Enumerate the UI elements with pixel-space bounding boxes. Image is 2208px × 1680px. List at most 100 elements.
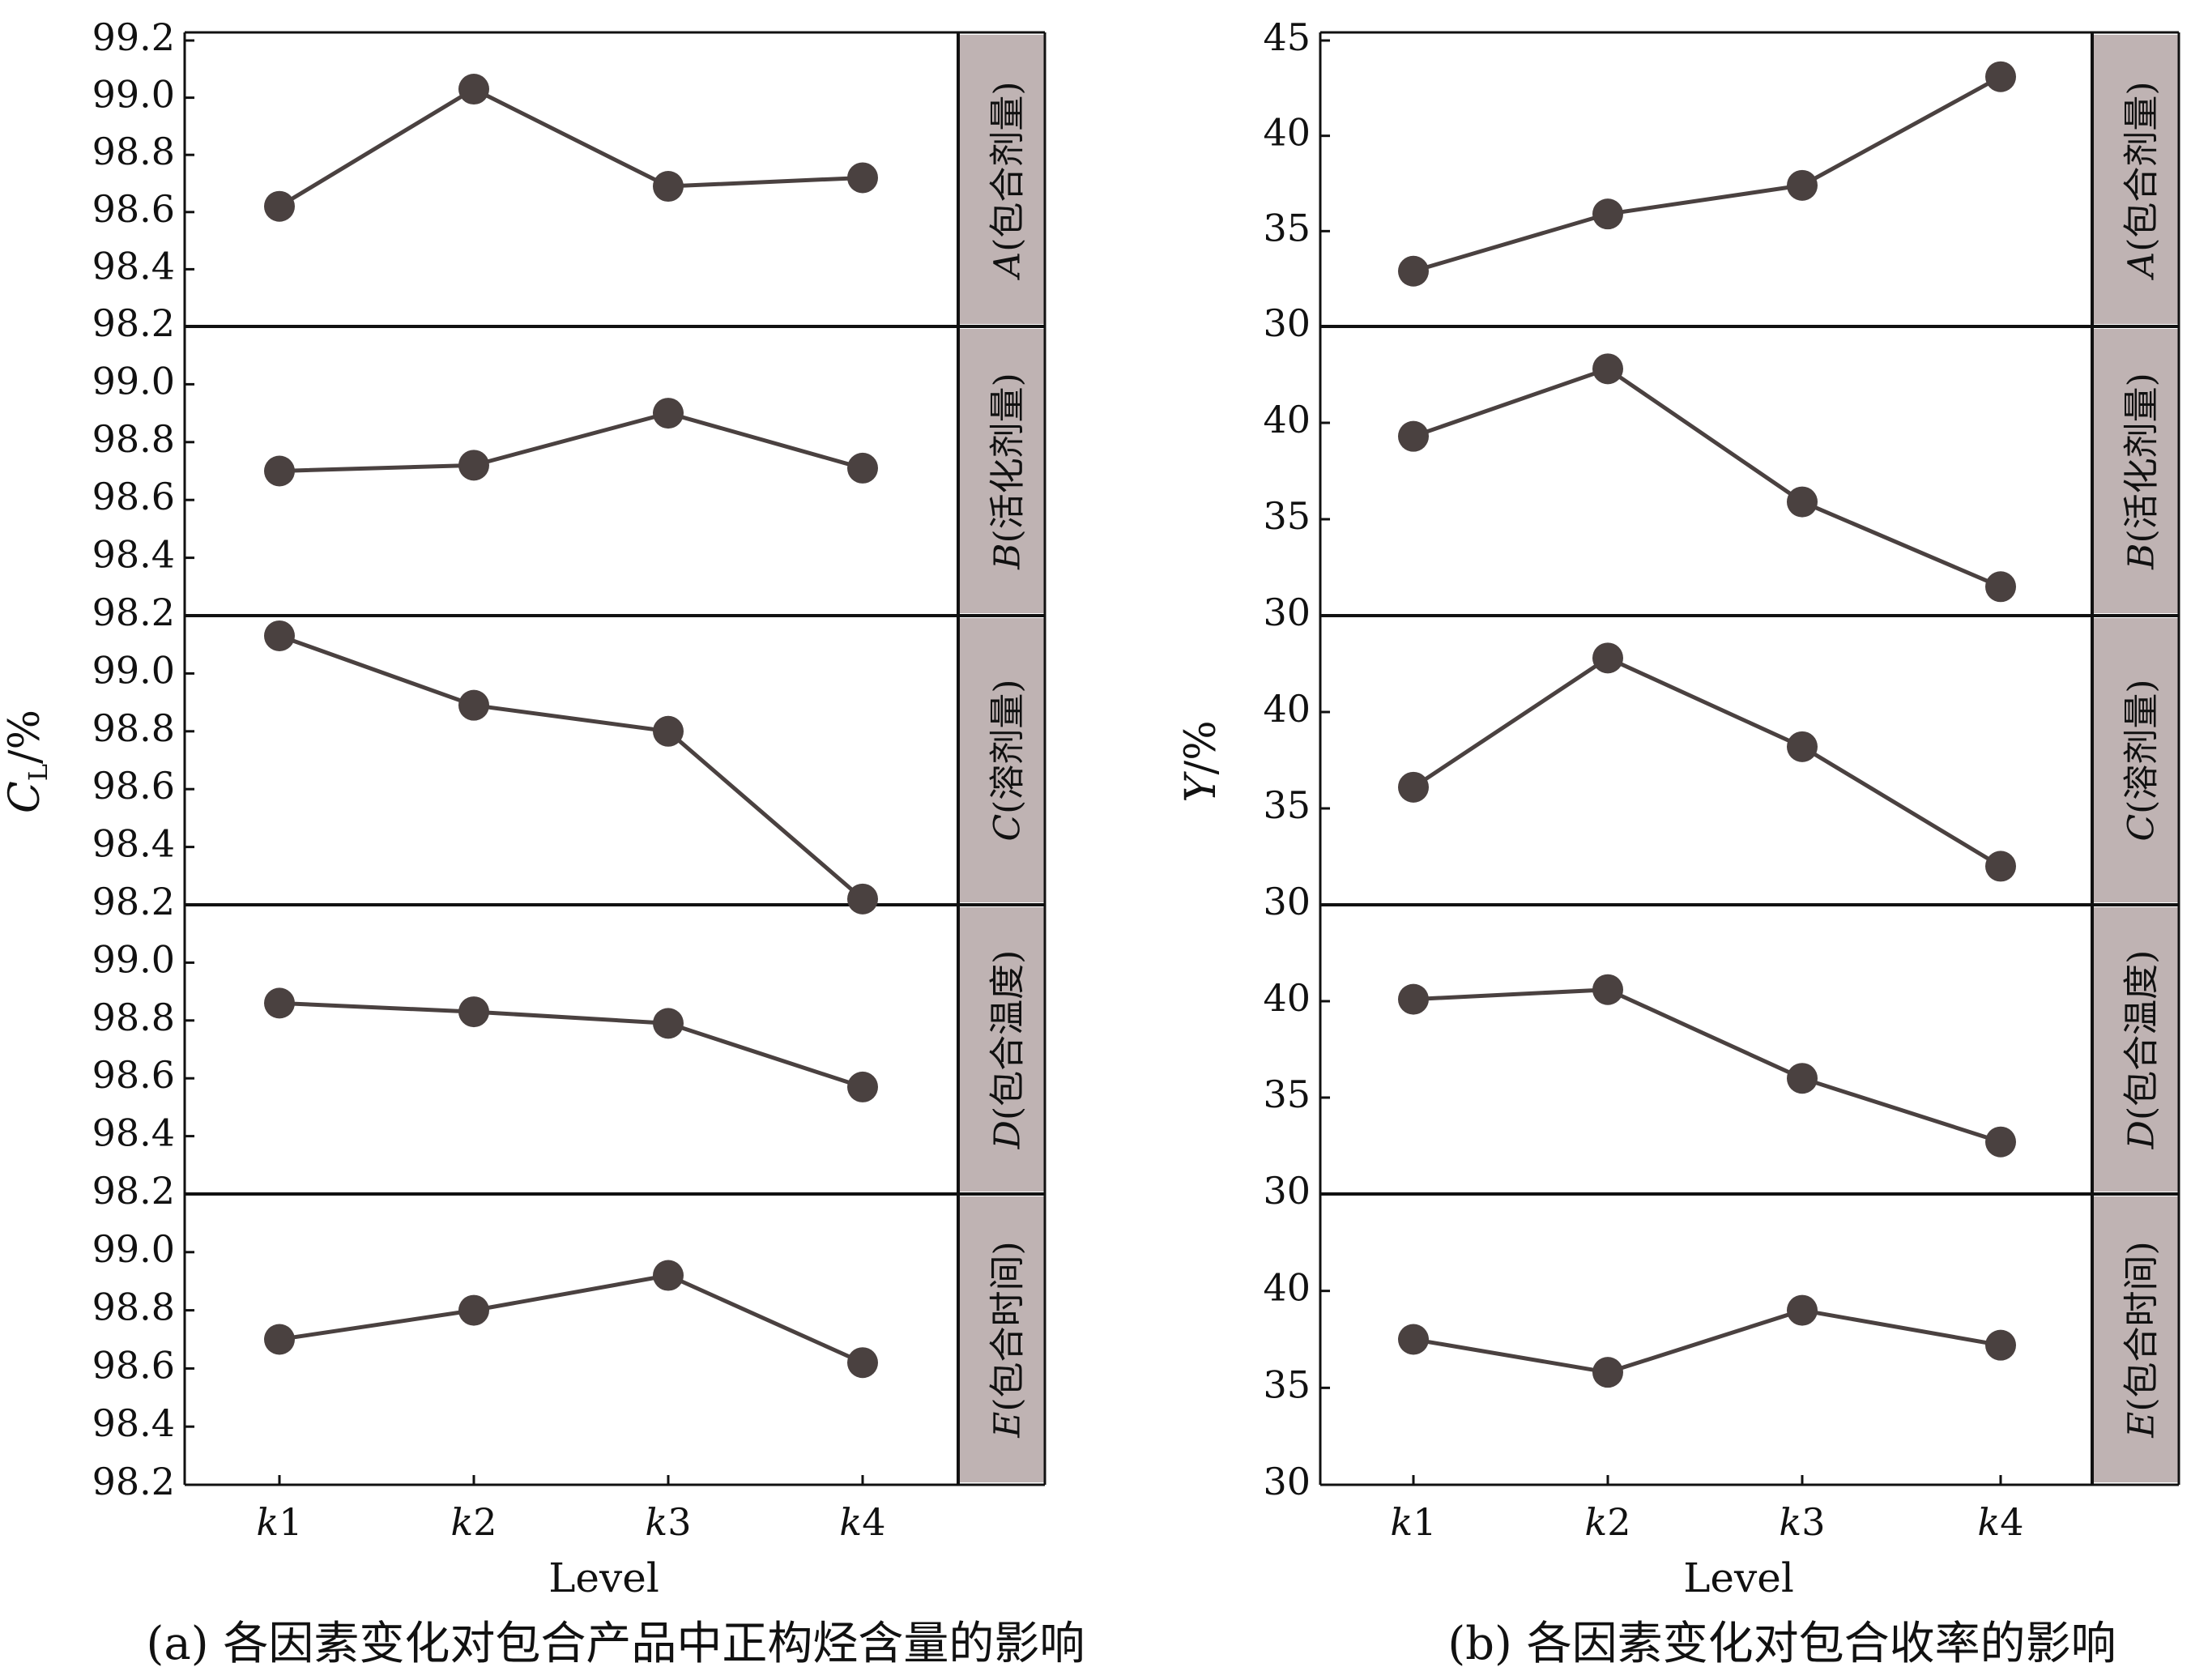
series-line — [1413, 75, 2002, 274]
x-tick-label: k4 — [1977, 1500, 2023, 1544]
series-line — [279, 1273, 864, 1365]
y-tick-label: 98.2 — [92, 1169, 175, 1213]
x-tick-label: k4 — [839, 1500, 885, 1544]
factor-label: E(包合时间) — [2121, 1241, 2162, 1438]
y-tick-label: 98.6 — [92, 764, 175, 808]
y-tick-label: 99.0 — [92, 937, 175, 981]
y-tick-label: 98.8 — [92, 1286, 175, 1329]
data-point — [264, 190, 295, 222]
x-tick-label: k3 — [1779, 1500, 1825, 1544]
y-tick-label: 98.8 — [92, 706, 175, 750]
data-point — [1592, 1357, 1623, 1388]
factor-label: C(溶剂量) — [2121, 679, 2162, 841]
data-point — [1592, 353, 1623, 385]
series-line — [279, 633, 864, 901]
data-point — [1592, 642, 1623, 674]
y-tick-label: 30 — [1263, 591, 1311, 634]
y-tick-label: 98.6 — [92, 1053, 175, 1097]
y-tick-label: 30 — [1263, 1460, 1311, 1503]
data-point — [1985, 61, 2016, 92]
data-point — [1787, 169, 1818, 201]
data-point — [653, 171, 684, 203]
data-point — [264, 1324, 295, 1355]
y-tick-label: 99.0 — [92, 359, 175, 403]
x-tick-label: k3 — [645, 1500, 691, 1544]
factor-label: D(包合温度) — [987, 950, 1028, 1150]
factor-strip — [2092, 907, 2179, 1192]
y-tick-label: 40 — [1263, 1266, 1311, 1310]
data-point — [1398, 1324, 1429, 1355]
series-line — [279, 411, 863, 473]
y-tick-label: 98.6 — [92, 475, 175, 518]
data-point — [1787, 1063, 1818, 1094]
data-point — [264, 987, 295, 1019]
data-point — [458, 996, 489, 1028]
factor-strip — [958, 618, 1045, 902]
y-tick-label: 98.2 — [92, 301, 175, 345]
data-point — [653, 1008, 684, 1039]
y-tick-label: 40 — [1263, 976, 1311, 1020]
y-tick-label: 98.4 — [92, 533, 175, 577]
caption: (b) 各因素变化对包合收率的影响 — [1447, 1618, 2116, 1670]
data-point — [1985, 571, 2016, 603]
caption: (a) 各因素变化对包合产品中正构烃含量的影响 — [147, 1618, 1085, 1670]
data-point — [653, 1260, 684, 1291]
data-point — [1398, 255, 1429, 287]
y-tick-label: 35 — [1263, 1072, 1311, 1116]
y-tick-label: 98.4 — [92, 244, 175, 288]
y-tick-label: 98.2 — [92, 880, 175, 923]
series-line — [1413, 366, 2001, 589]
data-point — [1985, 1329, 2016, 1361]
y-tick-label: 98.2 — [92, 1460, 175, 1503]
factor-label: A(包合剂量) — [987, 81, 1028, 280]
x-tick-label: k1 — [256, 1500, 302, 1544]
data-point — [1592, 198, 1623, 230]
data-point — [1592, 974, 1623, 1005]
data-point — [653, 398, 684, 429]
chart-b: A(包合剂量) B(活化剂量) C(溶剂量) D(包合温度) E(包合时间) 30 35 40… — [1177, 15, 2180, 1670]
series-line — [279, 1000, 863, 1089]
y-tick-label: 99.0 — [92, 73, 175, 117]
factor-label: C(溶剂量) — [987, 679, 1028, 841]
y-tick-label: 35 — [1263, 1362, 1311, 1406]
factor-label: A(包合剂量) — [2121, 81, 2162, 280]
x-tick-label: k2 — [1584, 1500, 1630, 1544]
x-axis-label: Level — [548, 1554, 659, 1601]
factor-strip — [2092, 329, 2179, 613]
y-tick-label: 45 — [1263, 15, 1311, 59]
data-point — [1787, 731, 1818, 762]
data-point — [1985, 851, 2016, 882]
y-tick-label: 98.8 — [92, 996, 175, 1039]
x-axis-label: Level — [1683, 1554, 1794, 1601]
y-tick-label: 40 — [1263, 111, 1311, 155]
factor-strip — [958, 907, 1045, 1192]
y-tick-label: 35 — [1263, 494, 1311, 538]
y-tick-label: 98.6 — [92, 187, 175, 231]
data-point — [653, 715, 684, 747]
data-point — [1985, 1126, 2016, 1158]
factor-label: B(活化剂量) — [2121, 373, 2162, 570]
y-tick-label: 30 — [1263, 880, 1311, 923]
series-line — [1413, 1308, 2001, 1375]
data-point — [847, 452, 878, 484]
factor-strip — [2092, 35, 2179, 324]
y-tick-label: 30 — [1263, 301, 1311, 345]
y-tick-label: 40 — [1263, 398, 1311, 441]
x-tick-label: k1 — [1390, 1500, 1436, 1544]
y-tick-label: 35 — [1263, 783, 1311, 827]
factor-strip — [958, 1196, 1045, 1482]
factor-label: B(活化剂量) — [987, 373, 1028, 570]
y-tick-label: 98.4 — [92, 822, 175, 866]
factor-strip — [2092, 1196, 2179, 1482]
y-tick-label: 99.2 — [92, 15, 175, 59]
y-tick-label: 35 — [1263, 206, 1311, 249]
y-tick-label: 98.4 — [92, 1111, 175, 1155]
data-point — [1787, 486, 1818, 518]
y-tick-label: 98.2 — [92, 591, 175, 634]
chart-a: A(包合剂量) B(活化剂量) C(溶剂量) D(包合温度) E(包合时间) 98.2 98… — [1, 15, 1085, 1670]
x-tick-label: k2 — [450, 1500, 497, 1544]
data-point — [264, 455, 295, 487]
data-point — [847, 1071, 878, 1102]
y-axis-label: Y/% — [1177, 720, 1225, 802]
